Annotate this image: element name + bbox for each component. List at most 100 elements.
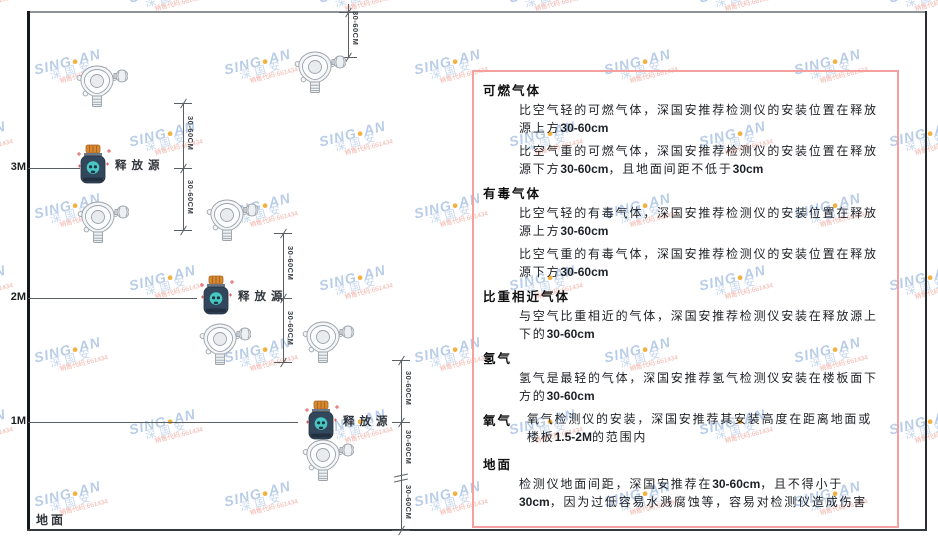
- watermark-dot-icon: ●: [450, 198, 461, 213]
- watermark-chinese: 深国安: [524, 0, 582, 10]
- watermark-code: 销售代码:661434: [249, 354, 299, 373]
- dimension-label: 30-60CM: [404, 430, 413, 465]
- watermark-brand: SING●AN: [32, 477, 103, 510]
- watermark-chinese: 深国安: [714, 0, 772, 10]
- height-line: [28, 168, 80, 169]
- release-source-icon: [77, 144, 111, 184]
- height-label: 1M: [10, 415, 26, 427]
- guideline-paragraph: 检测仪地面间距，深国安推荐在30-60cm，且不得小于30cm，因为过低容易水溅…: [519, 477, 868, 509]
- watermark-brand: SING●AN: [0, 117, 8, 139]
- watermark-code: 销售代码:661434: [0, 0, 14, 13]
- height-label: 3M: [10, 161, 26, 173]
- watermark-dot-icon: ●: [70, 342, 81, 357]
- release-source-label: 释放源: [343, 416, 393, 428]
- dimension-label: 30-60CM: [404, 371, 413, 406]
- gas-detector-icon: [199, 323, 252, 365]
- gas-detector: [302, 319, 355, 368]
- gas-detector: [76, 63, 129, 112]
- watermark-chinese: 深国安: [0, 0, 13, 10]
- watermark-dot-icon: ●: [260, 198, 271, 213]
- watermark-dot-icon: ●: [355, 270, 366, 285]
- dimension-label: 30-60CM: [404, 485, 413, 520]
- gas-detector-icon: [77, 201, 130, 243]
- watermark-dot-icon: ●: [450, 54, 461, 69]
- dimension-label: 30-60CM: [351, 11, 360, 46]
- watermark-dot-icon: ●: [165, 126, 176, 141]
- watermark-dot-icon: ●: [450, 342, 461, 357]
- watermark-chinese: 深国安: [238, 491, 286, 515]
- watermark-brand: SING●AN: [317, 117, 388, 150]
- watermark-dot-icon: ●: [165, 270, 176, 285]
- watermark-chinese: 深国安: [238, 59, 286, 83]
- watermark-brand: SING●AN: [222, 45, 293, 78]
- release-source-icon: [305, 400, 339, 440]
- watermark-chinese: 深国安: [0, 129, 13, 154]
- release-source: [302, 400, 340, 447]
- watermark-chinese: 深国安: [48, 347, 96, 371]
- watermark-brand: SING●AN: [317, 0, 391, 6]
- wall-line: [27, 11, 30, 531]
- watermark-code: 销售代码:661434: [154, 426, 204, 445]
- watermark-chinese: 深国安: [903, 275, 938, 299]
- release-source: [197, 275, 235, 322]
- watermark-brand: SING●AN: [697, 0, 771, 6]
- section-heading: 氢气: [483, 352, 513, 366]
- watermark-code: 销售代码:661434: [249, 66, 299, 85]
- right-border-line: [925, 11, 927, 531]
- ground-label: 地面: [36, 513, 67, 527]
- watermark-brand: SING●AN: [222, 477, 293, 510]
- watermark-dot-icon: ●: [70, 486, 81, 501]
- watermark-dot-icon: ●: [260, 486, 271, 501]
- guideline-paragraph: 氢气是最轻的气体，深国安推荐氢气检测仪安装在楼板面下方的30-60cm: [519, 371, 878, 403]
- section-inline-row: 氧气 氧气检测仪的安装，深国安推荐其安装高度在距离地面或楼板1.5-2M的范围内: [483, 410, 887, 451]
- gas-detector-icon: [302, 439, 355, 481]
- gas-detector: [199, 321, 252, 370]
- gas-detector-icon: [302, 321, 355, 363]
- watermark-chinese: 深国安: [333, 275, 381, 299]
- watermark-code: 销售代码:661434: [59, 498, 109, 517]
- section-heading: 可燃气体: [483, 84, 542, 98]
- watermark-chinese: 深国安: [903, 419, 938, 443]
- watermark-code: 销售代码:661434: [0, 138, 14, 157]
- guideline-paragraph: 比空气重的有毒气体，深国安推荐检测仪的安装位置在释放源下方30-60cm: [519, 247, 878, 279]
- watermark-dot-icon: ●: [260, 342, 271, 357]
- watermark-brand: SING●AN: [0, 0, 11, 6]
- watermark-code: 销售代码:661434: [344, 138, 394, 157]
- watermark-chinese: 深国安: [334, 0, 392, 10]
- watermark-dot-icon: ●: [355, 126, 366, 141]
- gas-detector: [302, 437, 355, 486]
- watermark-dot-icon: ●: [260, 54, 271, 69]
- watermark-code: 销售代码:661434: [0, 426, 14, 445]
- gas-detector-icon: [206, 199, 259, 241]
- height-label: 2M: [10, 291, 26, 303]
- watermark-chinese: 深国安: [903, 131, 938, 155]
- section-heading: 有毒气体: [483, 187, 542, 201]
- section-heading: 比重相近气体: [483, 290, 571, 304]
- watermark-brand: SING●AN: [887, 0, 938, 6]
- section-heading: 地面: [483, 458, 513, 472]
- watermark-dot-icon: ●: [450, 486, 461, 501]
- dimension-label: 30-60CM: [286, 311, 295, 346]
- watermark-chinese: 深国安: [904, 0, 938, 10]
- watermark-brand: SING●AN: [32, 333, 103, 366]
- release-source-icon: [200, 275, 234, 315]
- guideline-paragraph: 氧气检测仪的安装，深国安推荐其安装高度在距离地面或楼板1.5-2M的范围内: [527, 412, 873, 444]
- watermark-chinese: 深国安: [144, 0, 202, 10]
- watermark-code: 销售代码:661434: [249, 498, 299, 517]
- release-source-label: 释放源: [238, 291, 288, 303]
- ceiling-line: [28, 11, 927, 13]
- gas-detector-icon: [76, 65, 129, 107]
- dimension-line: [348, 4, 349, 57]
- watermark-chinese: 深国安: [143, 275, 191, 299]
- dimension-label: 30-60CM: [186, 116, 195, 151]
